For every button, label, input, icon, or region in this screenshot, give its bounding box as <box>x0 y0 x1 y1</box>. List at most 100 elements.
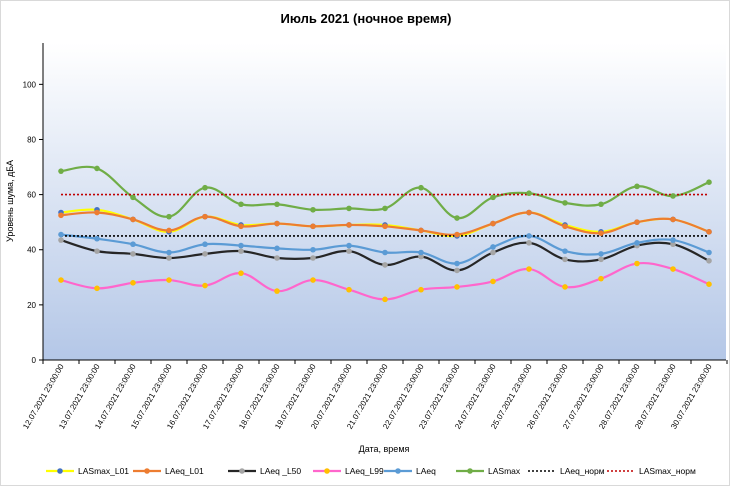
data-point-laeq <box>670 237 676 243</box>
legend-marker-lasmax-l01 <box>57 468 63 474</box>
legend-marker-laeq-l99 <box>324 468 330 474</box>
legend-label-lasmax-норм: LASmax_норм <box>639 466 696 476</box>
x-tick-label: 27.07.2021 23:00:00 <box>561 362 606 431</box>
x-tick-label: 14.07.2021 23:00:00 <box>93 362 138 431</box>
data-point-laeq <box>94 235 100 242</box>
data-point-laeq-l50 <box>274 255 280 261</box>
data-point-lasmax <box>130 194 136 201</box>
data-point-laeq-l01 <box>562 223 568 230</box>
data-point-lasmax <box>454 215 460 221</box>
data-point-laeq-l99 <box>634 260 640 267</box>
data-point-laeq <box>562 248 568 254</box>
data-point-lasmax <box>58 168 64 174</box>
y-tick-label: 100 <box>23 80 37 89</box>
legend-label-laeq: LAeq <box>416 466 436 476</box>
data-point-laeq-l99 <box>490 278 496 285</box>
data-point-laeq-l99 <box>94 285 100 292</box>
data-point-laeq-l50 <box>382 262 388 268</box>
data-point-laeq-l01 <box>238 223 244 230</box>
data-point-laeq-l01 <box>202 213 208 220</box>
data-point-laeq <box>346 242 352 249</box>
data-point-laeq-l50 <box>58 237 64 243</box>
data-point-lasmax <box>418 184 424 191</box>
data-point-laeq <box>634 240 640 246</box>
plot-area <box>43 43 726 360</box>
x-tick-label: 22.07.2021 23:00:00 <box>381 362 426 431</box>
y-tick-label: 20 <box>27 301 36 310</box>
legend-label-laeq-норм: LAeq_норм <box>560 466 605 476</box>
data-point-laeq-l50 <box>418 253 424 260</box>
data-point-laeq-l01 <box>346 222 352 228</box>
data-point-laeq-l50 <box>238 248 244 254</box>
data-point-laeq-l99 <box>238 270 244 276</box>
data-point-lasmax <box>670 193 676 199</box>
data-point-laeq-l99 <box>166 277 172 283</box>
data-point-laeq-l50 <box>598 256 604 263</box>
data-point-lasmax <box>598 201 604 208</box>
data-point-laeq-l01 <box>58 212 64 219</box>
data-point-lasmax <box>346 205 352 212</box>
data-point-laeq-l99 <box>202 282 208 289</box>
data-point-laeq-l99 <box>454 284 460 290</box>
y-tick-label: 0 <box>32 356 37 365</box>
legend-label-laeq-l99: LAeq_L99 <box>345 466 384 476</box>
x-tick-label: 24.07.2021 23:00:00 <box>453 362 498 431</box>
data-point-laeq-l99 <box>706 281 712 287</box>
x-axis-title: Дата, время <box>359 444 410 454</box>
data-point-laeq-l99 <box>346 286 352 293</box>
data-point-laeq-l01 <box>382 223 388 230</box>
data-point-lasmax <box>310 206 316 213</box>
data-point-laeq-l50 <box>490 249 496 256</box>
data-point-laeq <box>58 231 64 238</box>
legend-label-lasmax: LASmax <box>488 466 521 476</box>
x-tick-label: 30.07.2021 23:00:00 <box>669 362 714 431</box>
x-tick-label: 17.07.2021 23:00:00 <box>201 362 246 431</box>
x-tick-label: 25.07.2021 23:00:00 <box>489 362 534 431</box>
x-tick-label: 12.07.2021 23:00:00 <box>21 362 66 431</box>
x-tick-label: 21.07.2021 23:00:00 <box>345 362 390 431</box>
x-tick-label: 18.07.2021 23:00:00 <box>237 362 282 431</box>
data-point-laeq-l50 <box>202 251 208 257</box>
data-point-laeq-l99 <box>670 266 676 272</box>
data-point-laeq-l99 <box>274 288 280 294</box>
legend-label-lasmax-l01: LASmax_L01 <box>78 466 129 476</box>
data-point-laeq-l01 <box>670 216 676 223</box>
data-point-laeq-l99 <box>382 296 388 303</box>
y-tick-label: 80 <box>27 135 36 144</box>
legend-label-laeq-l50: LAeq _L50 <box>260 466 301 476</box>
legend: LASmax_L01 LAeq_L01 LAeq _L50 LAeq_L99 LAeq L… <box>46 466 696 476</box>
data-point-laeq-l50 <box>130 251 136 257</box>
data-point-laeq-l01 <box>274 220 280 227</box>
legend-marker-laeq <box>395 468 401 474</box>
data-point-laeq <box>454 260 460 267</box>
data-point-laeq <box>274 245 280 252</box>
data-point-laeq-l99 <box>562 284 568 290</box>
legend-marker-laeq-l50 <box>239 468 245 474</box>
data-point-laeq-l99 <box>418 286 424 293</box>
data-point-laeq-l01 <box>94 209 100 216</box>
data-point-lasmax <box>274 201 280 208</box>
data-point-laeq <box>598 251 604 257</box>
data-point-lasmax <box>166 213 172 220</box>
data-point-lasmax <box>562 200 568 206</box>
data-point-lasmax <box>94 165 100 172</box>
data-point-laeq-l50 <box>670 241 676 248</box>
data-point-lasmax <box>526 190 532 197</box>
data-point-laeq-l01 <box>310 223 316 230</box>
chart-title: Июль 2021 (ночное время) <box>280 11 451 26</box>
legend-label-laeq-l01: LAeq_L01 <box>165 466 204 476</box>
x-tick-label: 26.07.2021 23:00:00 <box>525 362 570 431</box>
data-point-laeq <box>418 249 424 256</box>
data-point-laeq-l01 <box>418 227 424 234</box>
data-point-laeq-l01 <box>634 219 640 225</box>
data-point-laeq-l01 <box>130 216 136 223</box>
data-point-laeq-l01 <box>706 229 712 235</box>
y-axis-title: Уровень шума, дБА <box>5 160 15 242</box>
legend-marker-laeq-l01 <box>144 468 150 474</box>
data-point-laeq-l01 <box>166 227 172 234</box>
data-point-laeq-l50 <box>526 240 532 246</box>
data-point-laeq-l99 <box>130 280 136 286</box>
data-point-laeq-l50 <box>310 255 316 261</box>
data-point-lasmax <box>382 205 388 212</box>
x-tick-label: 19.07.2021 23:00:00 <box>273 362 318 431</box>
